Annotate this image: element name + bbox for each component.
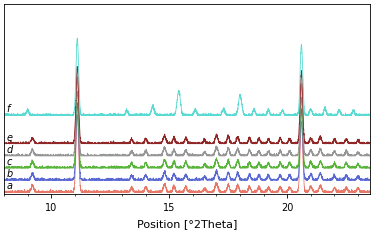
Text: a: a [6, 181, 12, 191]
Text: e: e [6, 133, 12, 143]
Text: c: c [6, 157, 12, 167]
X-axis label: Position [°2Theta]: Position [°2Theta] [137, 219, 237, 229]
Text: d: d [6, 145, 13, 155]
Text: f: f [6, 104, 10, 114]
Text: b: b [6, 169, 13, 179]
